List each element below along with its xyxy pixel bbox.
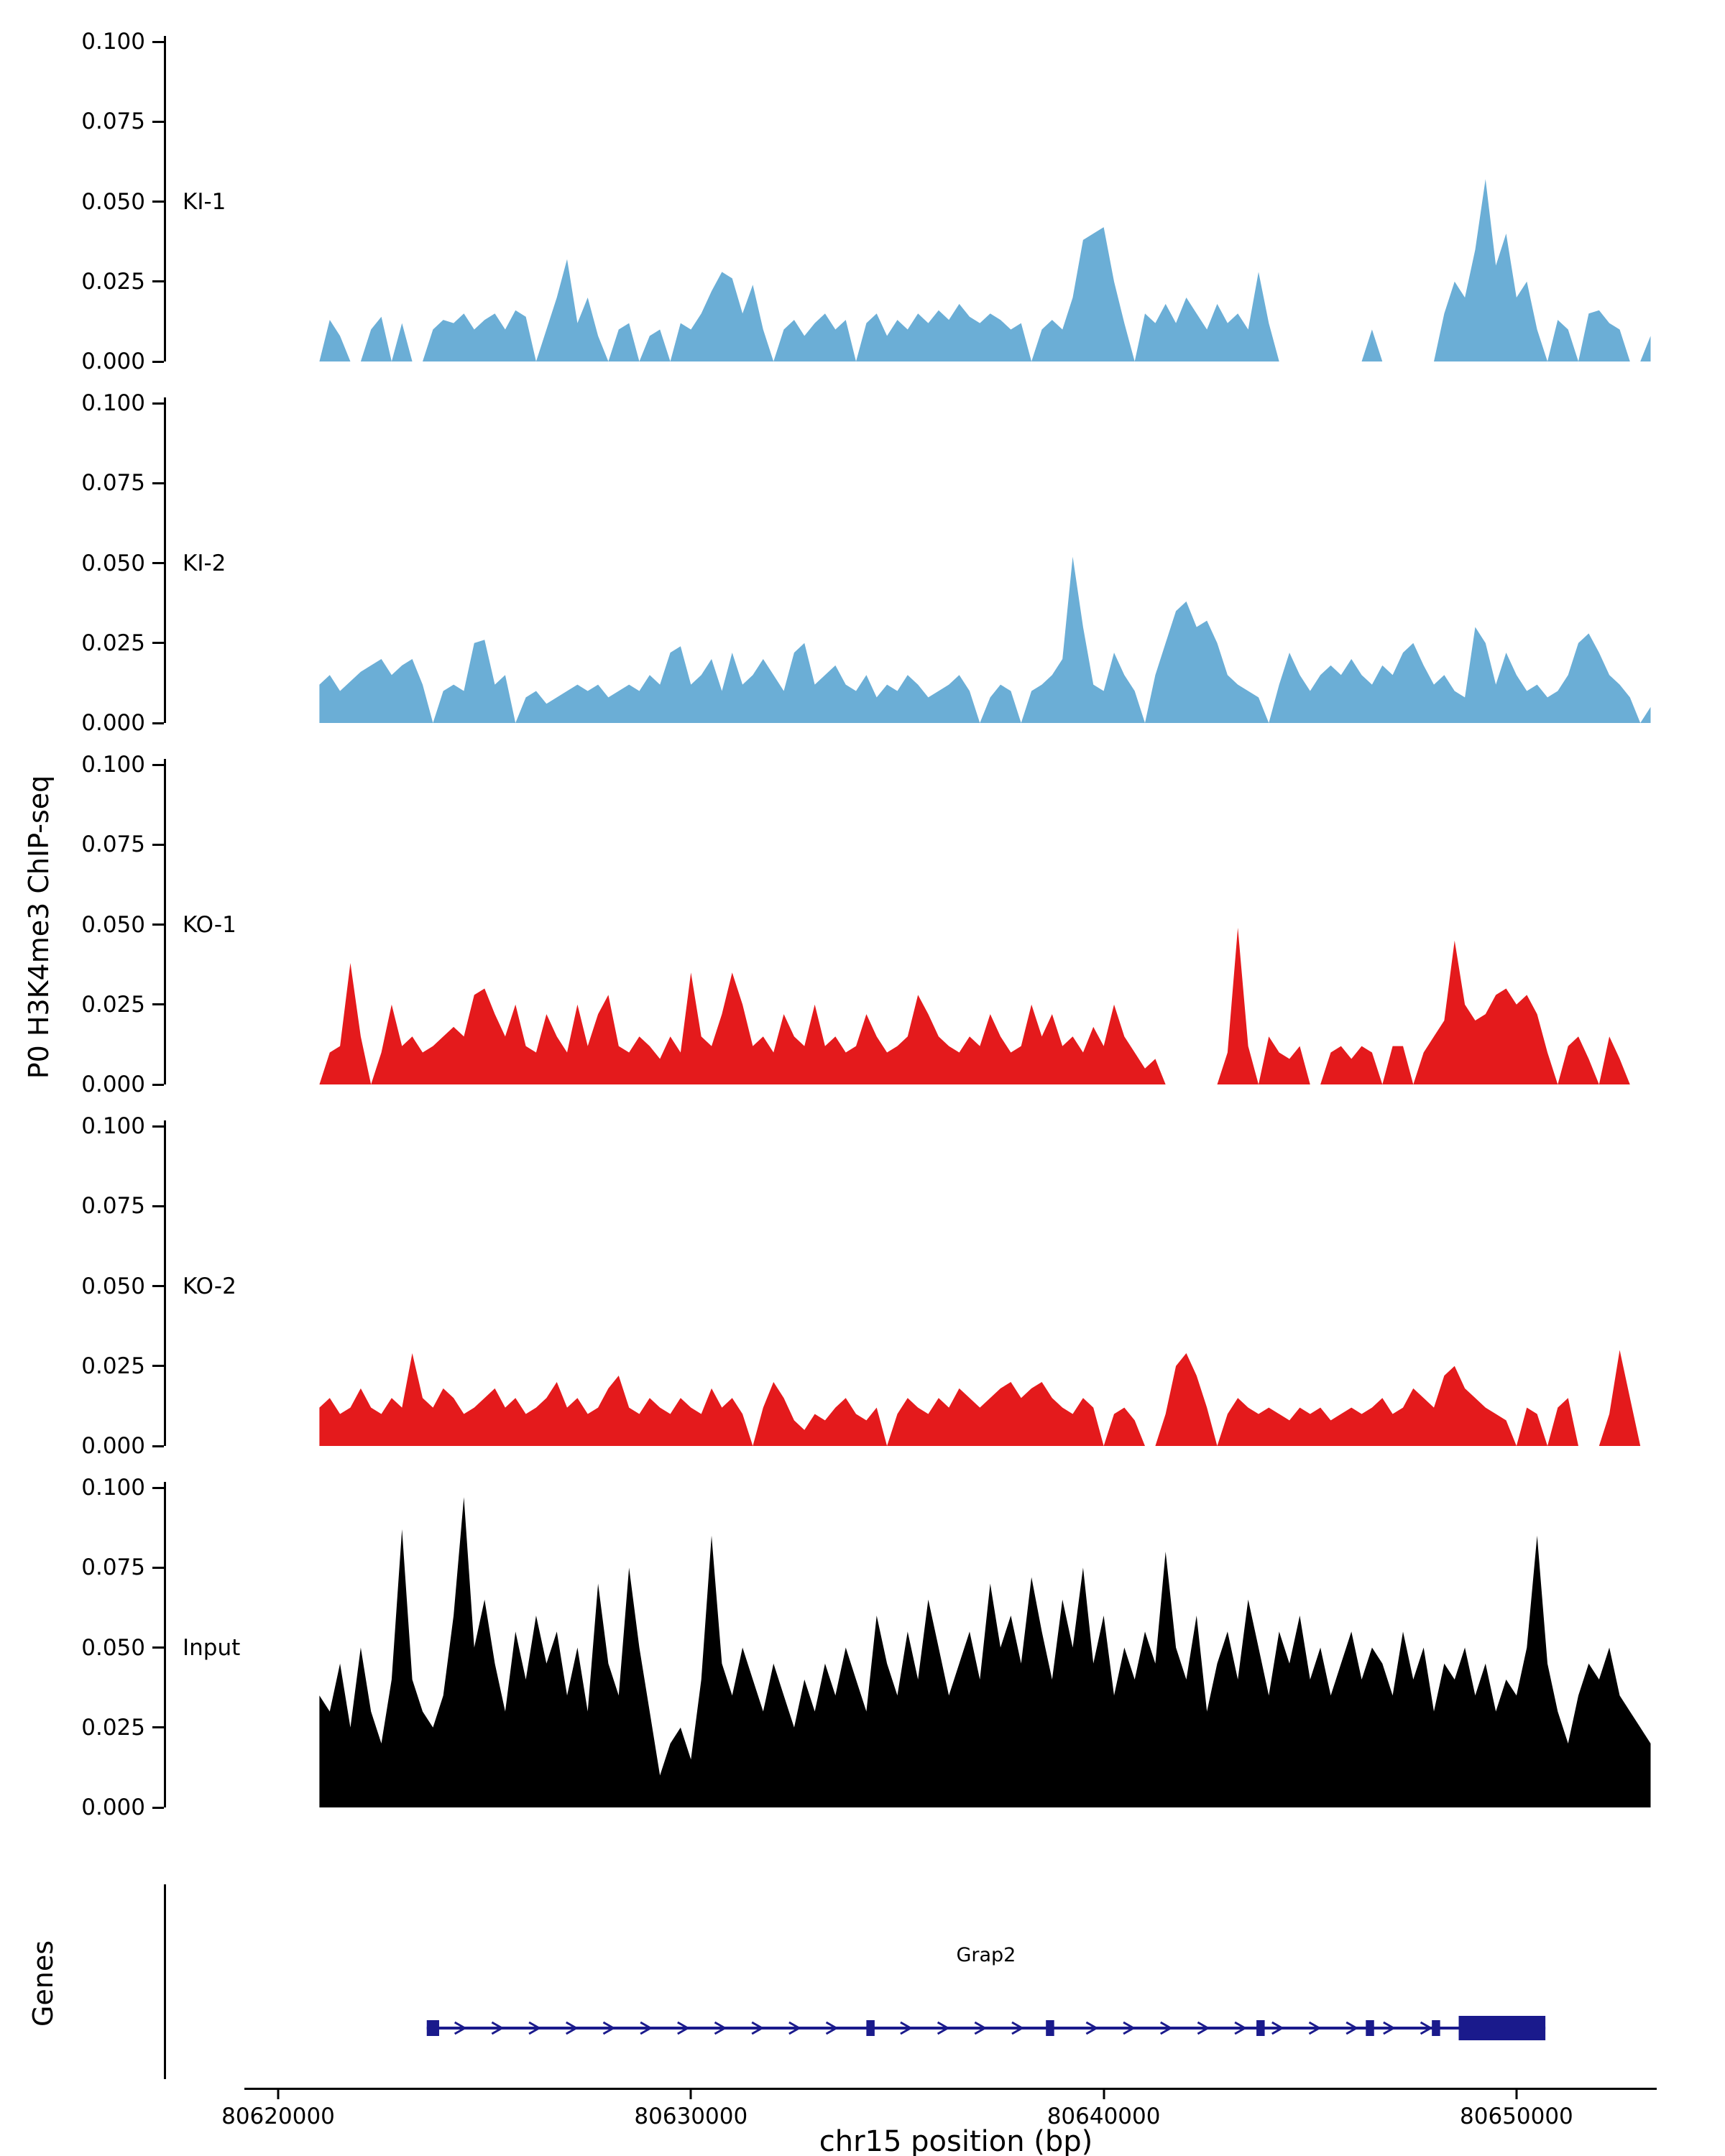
y-tick-mark [152,562,164,564]
y-tick-label: 0.025 [81,1353,145,1379]
y-tick-label: 0.050 [81,911,145,938]
signal-area-plot [319,556,1651,723]
y-tick-mark [152,201,164,203]
y-tick-mark [152,1445,164,1447]
signal-area-plot [319,1350,1651,1446]
y-tick-mark [152,1204,164,1207]
y-tick-label: 0.050 [81,188,145,215]
y-tick-mark [152,1003,164,1006]
track-label: KI-1 [183,189,226,215]
genes-axis-title: Genes [27,1940,59,2027]
y-axis-line [164,36,166,361]
y-tick-mark [152,763,164,766]
y-tick-label: 0.100 [81,752,145,778]
signal-track-ki1: KI-1 0.100 0.075 0.050 0.025 0.000 [0,0,1725,373]
signal-area-plot [319,927,1651,1084]
y-tick-label: 0.100 [81,390,145,416]
y-tick-label: 0.050 [81,1634,145,1661]
y-axis-line [164,397,166,723]
y-tick-label: 0.075 [81,1193,145,1220]
y-tick-mark [152,642,164,645]
x-tick-mark [1515,2089,1518,2099]
track-label: Input [183,1635,241,1661]
x-tick-mark [1103,2089,1105,2099]
y-tick-label: 0.000 [81,1072,145,1097]
y-tick-label: 0.050 [81,1273,145,1299]
track-label: KO-1 [183,912,236,938]
signal-track-ko2: KO-2 0.100 0.075 0.050 0.025 0.000 [0,1084,1725,1457]
y-tick-label: 0.100 [81,29,145,55]
x-tick-label: 80630000 [634,2104,748,2129]
x-tick-label: 80640000 [1046,2104,1161,2129]
y-tick-label: 0.000 [81,1433,145,1459]
y-tick-mark [152,1083,164,1086]
signal-track-ko1: KO-1 0.100 0.075 0.050 0.025 0.000 [0,723,1725,1096]
y-tick-label: 0.075 [81,470,145,497]
track-label: KO-2 [183,1273,236,1299]
y-tick-label: 0.025 [81,268,145,295]
y-tick-label: 0.000 [81,710,145,736]
y-tick-label: 0.025 [81,1714,145,1741]
y-tick-mark [152,40,164,43]
x-axis: chr15 position (bp) 80620000 80630000 8064… [0,2088,1725,2156]
y-tick-mark [152,1285,164,1287]
y-tick-mark [152,1726,164,1729]
gene-name-label: Grap2 [956,1944,1016,1966]
y-tick-mark [152,1365,164,1368]
y-tick-mark [152,280,164,283]
y-axis-line [164,759,166,1084]
y-tick-mark [152,1646,164,1649]
y-tick-mark [152,1486,164,1489]
x-tick-mark [277,2089,280,2099]
y-tick-mark [152,1566,164,1569]
signal-track-ki2: KI-2 0.100 0.075 0.050 0.025 0.000 [0,361,1725,734]
y-tick-label: 0.075 [81,831,145,858]
y-tick-label: 0.025 [81,991,145,1018]
signal-area-plot [319,179,1651,361]
y-tick-mark [152,482,164,484]
y-tick-mark [152,402,164,405]
x-axis-title: chr15 position (bp) [819,2125,1093,2156]
y-tick-mark [152,1806,164,1809]
y-tick-mark [152,1125,164,1128]
y-tick-label: 0.075 [81,109,145,135]
x-tick-label: 80620000 [221,2104,335,2129]
y-tick-mark [152,843,164,846]
y-tick-mark [152,722,164,724]
signal-area-plot [319,1497,1651,1807]
x-tick-mark [689,2089,692,2099]
y-tick-label: 0.100 [81,1475,145,1501]
track-label: KI-2 [183,550,226,576]
y-axis-line [164,1120,166,1446]
y-tick-label: 0.075 [81,1554,145,1581]
signal-track-input: Input 0.100 0.075 0.050 0.025 0.000 [0,1446,1725,1819]
x-tick-label: 80650000 [1459,2104,1573,2129]
x-axis-line [244,2088,1657,2090]
genes-track: Grap2 [0,1807,1725,2088]
y-tick-label: 0.100 [81,1113,145,1139]
y-tick-label: 0.000 [81,1795,145,1820]
y-tick-label: 0.050 [81,550,145,576]
gene-model [426,2016,1546,2040]
y-tick-label: 0.000 [81,349,145,374]
y-tick-label: 0.025 [81,630,145,656]
y-tick-mark [152,360,164,363]
y-tick-mark [152,923,164,926]
genes-axis-line [164,1884,166,2079]
y-axis-line [164,1482,166,1807]
y-tick-mark [152,120,164,123]
